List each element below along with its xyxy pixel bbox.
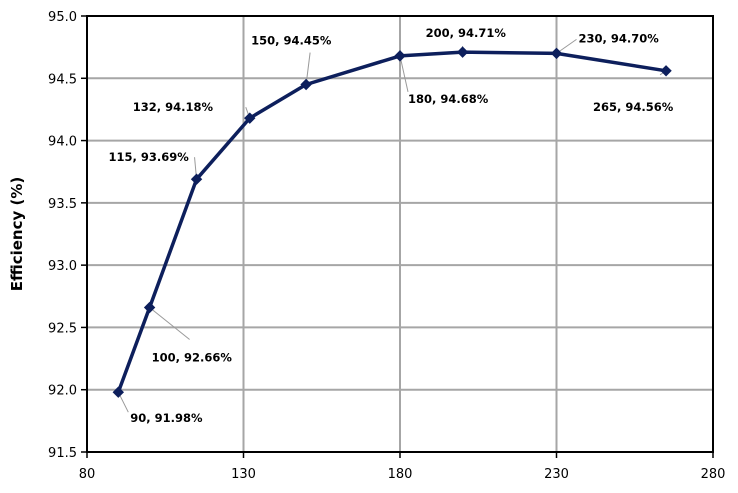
data-label-3: 132, 94.18% <box>133 100 214 114</box>
x-tick-label-0: 80 <box>79 467 96 482</box>
data-label-7: 230, 94.70% <box>579 31 660 45</box>
data-point-marker-7 <box>550 47 563 60</box>
data-point-marker-2 <box>190 173 203 185</box>
data-label-4: 150, 94.45% <box>251 34 332 48</box>
y-tick-label-5: 94.0 <box>48 135 77 150</box>
data-label-1: 100, 92.66% <box>152 350 233 364</box>
y-tick-label-2: 92.5 <box>48 321 77 336</box>
y-axis-title: Efficiency (%) <box>8 177 26 292</box>
data-point-marker-4 <box>300 78 312 91</box>
x-tick-label-4: 280 <box>701 467 726 482</box>
x-tick-label-1: 130 <box>231 467 256 482</box>
data-label-6: 200, 94.71% <box>426 26 507 40</box>
data-label-leader-5 <box>399 55 409 92</box>
data-point-marker-1 <box>143 301 156 314</box>
y-tick-label-4: 93.5 <box>48 197 77 212</box>
data-label-2: 115, 93.69% <box>109 150 190 164</box>
data-point-marker-8 <box>660 65 672 77</box>
y-tick-label-6: 94.5 <box>48 72 77 87</box>
data-point-marker-5 <box>394 50 406 62</box>
data-label-0: 90, 91.98% <box>130 411 203 425</box>
data-point-marker-6 <box>456 46 469 58</box>
data-label-8: 265, 94.56% <box>593 100 674 114</box>
y-tick-label-3: 93.0 <box>48 259 77 274</box>
data-point-marker-3 <box>244 112 256 124</box>
data-point-marker-0 <box>112 386 125 398</box>
y-tick-label-0: 91.5 <box>48 446 77 461</box>
data-label-leader-1 <box>149 307 190 340</box>
x-tick-label-3: 230 <box>544 467 569 482</box>
y-tick-label-1: 92.0 <box>48 384 77 399</box>
y-tick-label-7: 95.0 <box>48 10 77 25</box>
data-label-leader-4 <box>305 52 311 85</box>
x-tick-label-2: 180 <box>388 467 413 482</box>
data-label-5: 180, 94.68% <box>408 92 489 106</box>
